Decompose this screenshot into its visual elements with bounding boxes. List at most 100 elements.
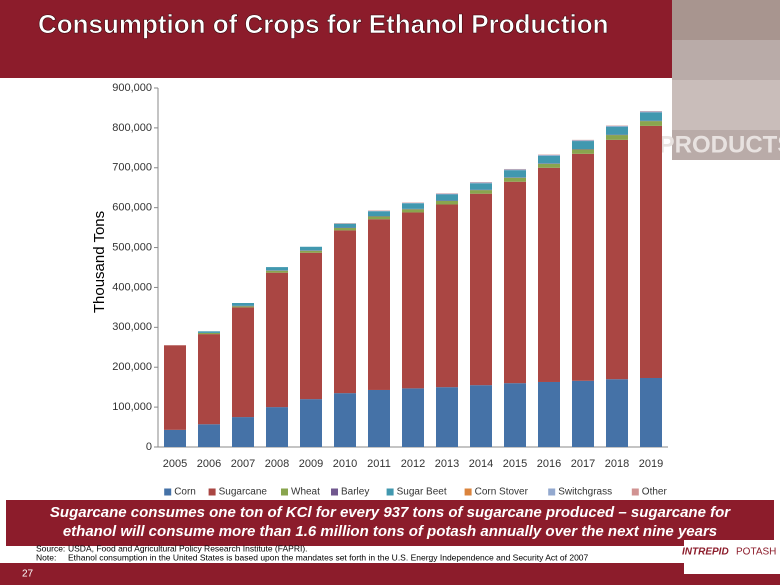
- x-tick-label: 2019: [639, 458, 663, 470]
- bar-segment: [538, 155, 560, 164]
- bar-segment: [436, 204, 458, 388]
- legend-swatch: [331, 488, 338, 496]
- side-label: PRODUCTS: [659, 131, 780, 158]
- title-bar: [0, 0, 672, 78]
- bar-segment: [606, 139, 628, 380]
- x-tick-label: 2017: [571, 458, 595, 470]
- legend-label: Sugar Beet: [397, 487, 447, 498]
- legend-swatch: [386, 488, 394, 496]
- bar-segment: [470, 385, 492, 447]
- bar-segment: [334, 223, 356, 228]
- legend-swatch: [208, 488, 216, 496]
- y-tick-label: 200,000: [112, 361, 152, 373]
- source-text: USDA, Food and Agricultural Policy Resea…: [68, 543, 308, 553]
- bar-segment: [640, 377, 662, 447]
- bar-segment: [402, 203, 424, 209]
- callout-text: Sugarcane consumes one ton of KCl for ev…: [50, 504, 731, 521]
- y-tick-label: 100,000: [112, 401, 152, 413]
- bar-segment: [470, 183, 492, 190]
- x-tick-label: 2008: [265, 458, 289, 470]
- legend-label: Other: [642, 487, 668, 498]
- bar-segment: [300, 250, 322, 253]
- bar-segment: [300, 246, 322, 251]
- y-tick-label: 0: [146, 441, 152, 453]
- page-number: 27: [22, 569, 34, 580]
- note-label: Note:: [36, 552, 56, 562]
- bar-segment: [198, 332, 220, 335]
- bar-segment: [232, 417, 254, 447]
- bar-segment: [436, 193, 458, 195]
- logo-text: INTREPID: [682, 547, 729, 558]
- bar-segment: [402, 209, 424, 213]
- bar-segment: [198, 331, 220, 333]
- bar-segment: [504, 177, 526, 182]
- x-tick-label: 2007: [231, 458, 255, 470]
- y-tick-label: 700,000: [112, 162, 152, 174]
- legend-swatch: [548, 488, 556, 496]
- bar-segment: [606, 125, 628, 127]
- legend-label: Sugarcane: [219, 487, 268, 498]
- y-axis-label: Thousand Tons: [91, 211, 108, 313]
- legend-label: Corn: [174, 487, 196, 498]
- bar-segment: [232, 303, 254, 306]
- bar-segment: [300, 399, 322, 447]
- x-tick-label: 2013: [435, 458, 459, 470]
- bar-segment: [640, 112, 662, 121]
- bar-segment: [368, 211, 390, 217]
- bar-segment: [606, 126, 628, 135]
- legend-label: Corn Stover: [475, 487, 529, 498]
- x-tick-label: 2009: [299, 458, 323, 470]
- bar-segment: [538, 155, 560, 156]
- bar-segment: [470, 193, 492, 386]
- bar-segment: [198, 334, 220, 425]
- bar-segment: [266, 272, 288, 408]
- bar-segment: [470, 182, 492, 184]
- x-tick-label: 2005: [163, 458, 187, 470]
- x-tick-label: 2014: [469, 458, 493, 470]
- legend-label: Switchgrass: [558, 487, 612, 498]
- bar-segment: [572, 140, 594, 142]
- bar-segment: [572, 149, 594, 154]
- bar-segment: [572, 141, 594, 150]
- bar-segment: [334, 230, 356, 394]
- side-image-band: [672, 0, 780, 40]
- bar-segment: [334, 228, 356, 231]
- bar-segment: [198, 424, 220, 447]
- bar-segment: [266, 270, 288, 273]
- legend-swatch: [281, 488, 288, 496]
- bar-segment: [266, 267, 288, 271]
- bar-segment: [538, 167, 560, 382]
- bar-segment: [402, 212, 424, 389]
- chart: 0 100,000 200,000 300,000 400,000 500,000 600,…: [112, 82, 668, 498]
- bar-segment: [300, 252, 322, 400]
- side-image-band: [672, 80, 780, 130]
- bar-segment: [640, 111, 662, 113]
- bar-segment: [164, 429, 186, 447]
- bar-segment: [504, 181, 526, 384]
- bar-segment: [640, 121, 662, 126]
- footer-bar: [0, 563, 780, 585]
- x-tick-label: 2010: [333, 458, 357, 470]
- legend-label: Wheat: [291, 487, 320, 498]
- legend-swatch: [464, 488, 472, 496]
- y-tick-label: 800,000: [112, 122, 152, 134]
- x-tick-label: 2018: [605, 458, 629, 470]
- legend-label: Barley: [341, 487, 369, 498]
- slide-title: Consumption of Crops for Ethanol Product…: [38, 9, 609, 39]
- x-tick-label: 2015: [503, 458, 527, 470]
- bar-segment: [470, 190, 492, 194]
- x-tick-label: 2016: [537, 458, 561, 470]
- bar-segment: [436, 387, 458, 447]
- bar-segment: [436, 194, 458, 201]
- x-tick-label: 2012: [401, 458, 425, 470]
- bar-segment: [504, 169, 526, 171]
- logo-box: [684, 540, 780, 574]
- bar-segment: [368, 219, 390, 390]
- bar-segment: [572, 153, 594, 381]
- callout-text: ethanol will consume more than 1.6 milli…: [63, 523, 717, 540]
- bar-segment: [640, 125, 662, 378]
- x-tick-label: 2006: [197, 458, 221, 470]
- bar-segment: [606, 135, 628, 140]
- x-tick-label: 2011: [367, 458, 391, 470]
